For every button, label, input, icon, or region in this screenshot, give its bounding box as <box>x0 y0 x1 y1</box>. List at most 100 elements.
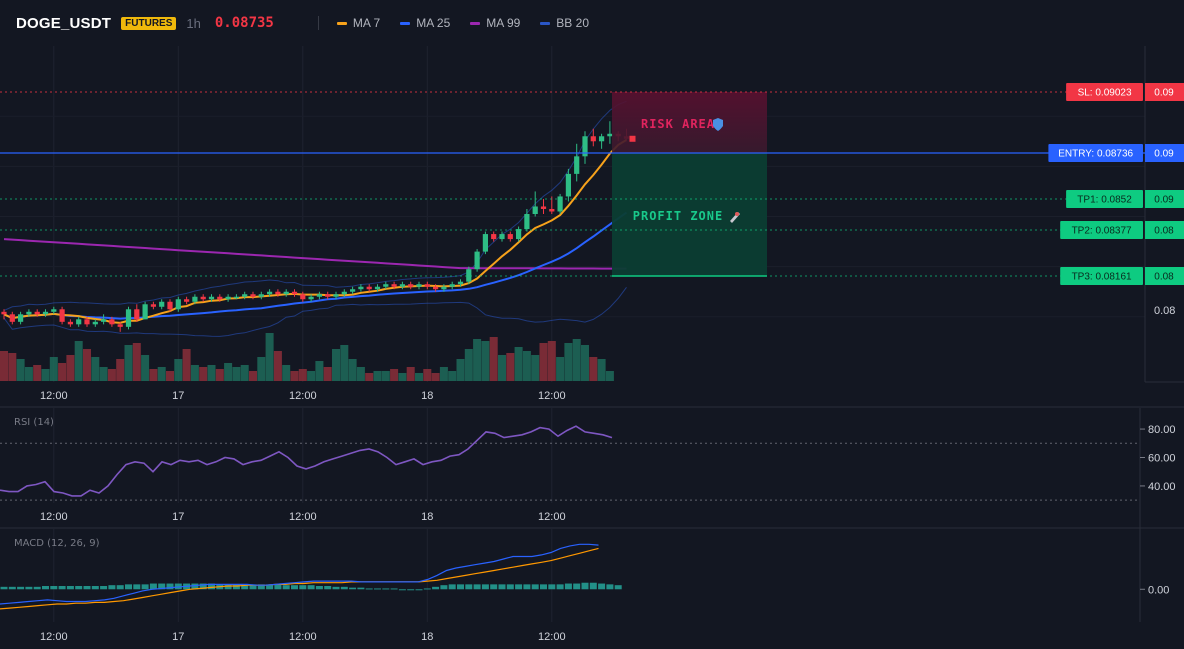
chart-header: DOGE_USDT FUTURES 1h 0.08735 MA 7 MA 25 … <box>0 0 1184 46</box>
macd-histogram-bar <box>498 584 506 590</box>
volume-bar <box>58 363 67 381</box>
legend-bb20[interactable]: BB 20 <box>540 16 589 30</box>
volume-bar <box>597 359 606 381</box>
legend-label-ma25: MA 25 <box>416 16 451 30</box>
macd-histogram-bar <box>365 588 373 590</box>
macd-histogram-bar <box>374 588 381 590</box>
macd-histogram-bar <box>291 585 298 590</box>
macd-histogram-bar <box>515 584 523 590</box>
candle-body <box>84 319 90 325</box>
macd-histogram-bar <box>149 583 157 590</box>
candle-body <box>408 284 414 287</box>
symbol-name[interactable]: DOGE_USDT <box>16 14 112 32</box>
macd-histogram-bar <box>42 586 49 590</box>
candle-body <box>474 251 480 270</box>
macd-histogram-bar <box>440 585 448 590</box>
macd-histogram-bar <box>224 584 232 590</box>
macd-histogram-bar <box>598 583 606 590</box>
macd-histogram-bar <box>606 584 614 590</box>
candle-body <box>316 294 322 297</box>
volume-bar <box>83 349 91 381</box>
legend-ma25[interactable]: MA 25 <box>400 16 450 30</box>
candle-body <box>374 286 381 290</box>
ma25-line <box>3 211 628 320</box>
candle-body <box>258 294 264 297</box>
volume-bar <box>489 337 498 381</box>
macd-histogram-bar <box>232 584 240 590</box>
macd-histogram-bar <box>91 586 99 590</box>
macd-histogram-bar <box>457 584 464 590</box>
level-tag-sl <box>1066 83 1143 101</box>
volume-bar <box>572 339 581 381</box>
macd-histogram-bar <box>83 586 91 590</box>
candle-body <box>42 311 49 315</box>
x-tick-label: 12:00 <box>289 390 317 402</box>
x-tick-label: 12:00 <box>538 511 566 523</box>
candle-body <box>325 294 331 297</box>
candle-body <box>524 214 530 230</box>
level-tag-label-sl: SL: 0.09023 <box>1078 88 1132 99</box>
candle-body <box>51 309 57 312</box>
legend-label-ma7: MA 7 <box>352 16 381 30</box>
legend-ma99[interactable]: MA 99 <box>470 16 520 30</box>
candle-body <box>599 136 605 142</box>
volume-bar <box>332 349 340 381</box>
volume-bar <box>240 365 249 381</box>
macd-histogram-bar <box>299 585 307 590</box>
macd-histogram-bar <box>349 587 357 590</box>
legend-swatch-bb20 <box>540 21 551 25</box>
profit-zone-label: PROFIT ZONE <box>633 209 723 223</box>
macd-histogram-bar <box>125 584 132 590</box>
macd-histogram-bar <box>17 586 25 590</box>
candle-body <box>291 291 298 295</box>
candle-body <box>275 291 281 295</box>
rsi-axis-label: 40.00 <box>1148 481 1176 493</box>
candle-body <box>532 206 538 214</box>
macd-histogram-bar <box>548 584 556 590</box>
level-tag-tp1 <box>1066 190 1143 208</box>
candle-body <box>399 284 405 287</box>
volume-bar <box>423 369 432 381</box>
volume-bar <box>0 351 8 381</box>
candle-body <box>92 321 98 325</box>
volume-bar <box>66 355 75 381</box>
legend-swatch-ma7 <box>336 21 347 25</box>
candle-body <box>233 296 239 299</box>
ma99-line <box>3 238 627 270</box>
candle-body <box>350 289 356 292</box>
volume-bar <box>589 357 598 381</box>
volume-bar <box>323 367 332 381</box>
volume-bar <box>232 367 241 381</box>
volume-bar <box>149 369 158 381</box>
volume-bar <box>182 349 191 381</box>
candle-body <box>549 208 555 212</box>
x-tick-label: 12:00 <box>538 390 566 402</box>
candle-body <box>383 284 389 287</box>
candle-body <box>466 269 472 282</box>
candle-body <box>225 296 231 300</box>
macd-histogram-bar <box>423 588 431 590</box>
timeframe-label[interactable]: 1h <box>186 15 201 31</box>
volume-bar <box>207 365 216 381</box>
macd-histogram-bar <box>0 586 8 590</box>
candle-body <box>1 311 7 315</box>
volume-bar <box>473 339 482 381</box>
macd-histogram-bar <box>307 585 315 590</box>
candle-body <box>582 136 588 157</box>
level-axis-tag-tp2 <box>1145 221 1184 239</box>
legend-ma7[interactable]: MA 7 <box>336 16 381 30</box>
header-divider <box>317 16 319 30</box>
macd-histogram-bar <box>589 582 597 590</box>
shield-icon <box>713 118 723 131</box>
candle-body <box>590 136 596 142</box>
candle-body <box>59 309 65 322</box>
candle-body <box>184 299 190 302</box>
candle-body <box>125 309 132 327</box>
candle-body <box>441 286 447 290</box>
candle-body <box>76 319 82 325</box>
volume-bar <box>99 367 108 381</box>
level-tag-label-tp1: TP1: 0.0852 <box>1077 195 1132 206</box>
level-axis-label-tp1: 0.09 <box>1154 195 1174 206</box>
volume-bar <box>365 373 374 381</box>
